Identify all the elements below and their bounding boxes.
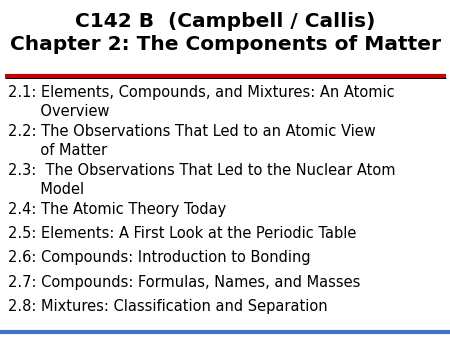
Text: 2.7: Compounds: Formulas, Names, and Masses: 2.7: Compounds: Formulas, Names, and Mas…	[8, 275, 360, 290]
Text: 2.8: Mixtures: Classification and Separation: 2.8: Mixtures: Classification and Separa…	[8, 299, 328, 314]
Text: 2.3:  The Observations That Led to the Nuclear Atom
       Model: 2.3: The Observations That Led to the Nu…	[8, 163, 396, 197]
Text: 2.2: The Observations That Led to an Atomic View
       of Matter: 2.2: The Observations That Led to an Ato…	[8, 124, 376, 158]
Text: 2.4: The Atomic Theory Today: 2.4: The Atomic Theory Today	[8, 202, 226, 217]
Text: C142 B  (Campbell / Callis)
Chapter 2: The Components of Matter: C142 B (Campbell / Callis) Chapter 2: Th…	[9, 12, 441, 54]
Text: 2.1: Elements, Compounds, and Mixtures: An Atomic
       Overview: 2.1: Elements, Compounds, and Mixtures: …	[8, 85, 395, 119]
Text: 2.5: Elements: A First Look at the Periodic Table: 2.5: Elements: A First Look at the Perio…	[8, 226, 356, 241]
Text: 2.6: Compounds: Introduction to Bonding: 2.6: Compounds: Introduction to Bonding	[8, 250, 310, 265]
